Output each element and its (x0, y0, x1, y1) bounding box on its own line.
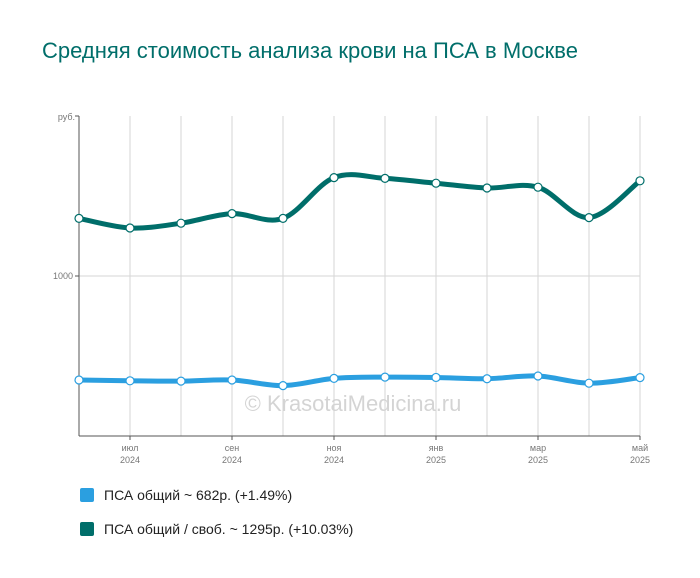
legend-item-psa-ratio[interactable]: ПСА общий / своб. ~ 1295р. (+10.03%) (80, 520, 353, 538)
data-point (584, 213, 594, 223)
x-tick-label-year: 2024 (120, 455, 140, 465)
x-tick-label-year: 2025 (630, 455, 650, 465)
x-tick-label-month: ноя (327, 443, 342, 453)
data-point (74, 375, 84, 385)
x-tick-label-month: мар (530, 443, 546, 453)
x-tick-label-month: сен (225, 443, 240, 453)
legend-swatch (80, 522, 94, 536)
data-point (74, 213, 84, 223)
legend-label: ПСА общий / своб. ~ 1295р. (+10.03%) (104, 521, 354, 537)
x-tick-label-year: 2024 (324, 455, 344, 465)
data-point (533, 371, 543, 381)
data-point (278, 381, 288, 391)
chart-title: Средняя стоимость анализа крови на ПСА в… (42, 38, 578, 63)
series-line-0 (76, 373, 643, 389)
x-tick-label-month: июл (122, 443, 139, 453)
data-point (380, 372, 390, 382)
legend-swatch (80, 488, 94, 502)
data-point (482, 183, 492, 193)
data-point (329, 373, 339, 383)
x-tick-label-year: 2025 (528, 455, 548, 465)
grid (78, 116, 641, 436)
x-tick-label-year: 2024 (222, 455, 242, 465)
data-point (431, 178, 441, 188)
data-point (533, 182, 543, 192)
points-layer (74, 173, 645, 391)
data-point (176, 218, 186, 228)
axes: руб. 1000 июл 2024 сен 2024 ноя 2024 янв 2025 мар 2… (53, 112, 650, 465)
data-point (125, 223, 135, 233)
legend: ПСА общий ~ 682р. (+1.49%) ПСА общий / с… (80, 486, 353, 554)
data-point (380, 173, 390, 183)
series-layer (76, 172, 643, 389)
data-point (635, 176, 645, 186)
x-tick-label-year: 2025 (426, 455, 446, 465)
series-line-1 (76, 172, 643, 231)
data-point (278, 213, 288, 223)
y-tick-label: 1000 (53, 271, 73, 281)
x-tick-label-month: янв (429, 443, 444, 453)
data-point (584, 378, 594, 388)
legend-item-psa-total[interactable]: ПСА общий ~ 682р. (+1.49%) (80, 486, 353, 504)
data-point (329, 173, 339, 183)
data-point (176, 376, 186, 386)
legend-label: ПСА общий ~ 682р. (+1.49%) (104, 487, 293, 503)
data-point (227, 375, 237, 385)
data-point (227, 209, 237, 219)
data-point (431, 372, 441, 383)
y-unit-label: руб. (58, 112, 75, 122)
data-point (635, 373, 645, 383)
data-point (482, 374, 492, 384)
data-point (125, 376, 135, 386)
watermark: © KrasotaiMedicina.ru (245, 391, 462, 416)
x-tick-label-month: май (632, 443, 648, 453)
